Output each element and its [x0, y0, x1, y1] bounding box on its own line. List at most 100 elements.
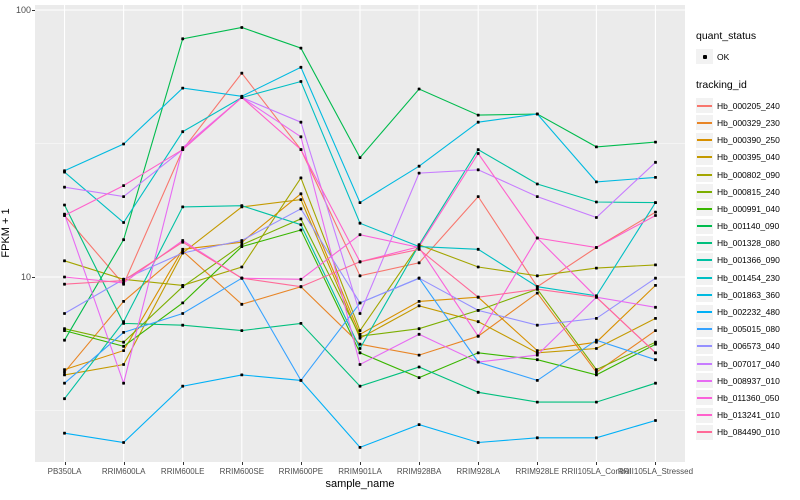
data-point[interactable] [122, 184, 125, 187]
legend-item-ok[interactable]: OK [696, 48, 800, 65]
data-point[interactable] [122, 381, 125, 385]
data-point[interactable] [535, 287, 539, 291]
data-point[interactable] [358, 446, 362, 449]
data-point[interactable] [535, 195, 539, 198]
data-point[interactable] [122, 349, 125, 352]
data-point[interactable] [476, 120, 480, 124]
data-point[interactable] [181, 323, 185, 327]
legend-item-Hb_000802_090[interactable]: Hb_000802_090 [696, 166, 800, 183]
data-point[interactable] [63, 282, 66, 286]
data-point[interactable] [299, 379, 303, 382]
data-point[interactable] [240, 276, 244, 280]
data-point[interactable] [595, 338, 598, 342]
data-point[interactable] [595, 370, 598, 374]
data-point[interactable] [535, 285, 539, 289]
data-point[interactable] [63, 381, 66, 385]
data-point[interactable] [535, 351, 539, 355]
data-point[interactable] [535, 291, 539, 295]
legend-item-Hb_000815_240[interactable]: Hb_000815_240 [696, 183, 800, 200]
data-point[interactable] [417, 276, 421, 280]
data-point[interactable] [476, 152, 480, 155]
data-point[interactable] [63, 214, 66, 217]
data-point[interactable] [240, 204, 244, 208]
data-point[interactable] [654, 160, 657, 164]
data-point[interactable] [595, 180, 598, 184]
data-point[interactable] [476, 390, 480, 394]
data-point[interactable] [122, 300, 125, 303]
data-point[interactable] [654, 201, 657, 204]
data-point[interactable] [595, 368, 598, 371]
legend-item-Hb_008937_010[interactable]: Hb_008937_010 [696, 372, 800, 389]
data-point[interactable] [654, 140, 657, 144]
data-point[interactable] [417, 87, 421, 91]
data-point[interactable] [358, 363, 362, 366]
data-point[interactable] [63, 329, 66, 332]
legend-item-Hb_000205_240[interactable]: Hb_000205_240 [696, 97, 800, 114]
data-point[interactable] [358, 156, 362, 159]
data-point[interactable] [122, 340, 125, 344]
legend-item-Hb_005015_080[interactable]: Hb_005015_080 [696, 321, 800, 338]
data-point[interactable] [358, 384, 362, 388]
data-point[interactable] [63, 431, 66, 435]
data-point[interactable] [299, 207, 303, 211]
data-point[interactable] [299, 80, 303, 83]
data-point[interactable] [358, 351, 362, 355]
data-point[interactable] [654, 381, 657, 385]
data-point[interactable] [595, 216, 598, 219]
legend-item-Hb_000395_040[interactable]: Hb_000395_040 [696, 149, 800, 166]
data-point[interactable] [63, 169, 66, 173]
legend-item-Hb_001328_080[interactable]: Hb_001328_080 [696, 235, 800, 252]
data-point[interactable] [417, 300, 421, 303]
data-point[interactable] [476, 265, 480, 269]
data-point[interactable] [299, 198, 303, 201]
data-point[interactable] [595, 400, 598, 404]
data-point[interactable] [654, 276, 657, 280]
data-point[interactable] [181, 130, 185, 134]
data-point[interactable] [476, 351, 480, 355]
data-point[interactable] [240, 373, 244, 377]
legend-item-Hb_013241_010[interactable]: Hb_013241_010 [696, 407, 800, 424]
data-point[interactable] [181, 312, 185, 315]
legend-item-Hb_001140_090[interactable]: Hb_001140_090 [696, 218, 800, 235]
data-point[interactable] [535, 436, 539, 440]
data-point[interactable] [63, 368, 66, 371]
data-point[interactable] [654, 358, 657, 362]
data-point[interactable] [595, 373, 598, 377]
data-point[interactable] [358, 260, 362, 264]
data-point[interactable] [535, 236, 539, 240]
data-point[interactable] [358, 312, 362, 315]
data-point[interactable] [181, 148, 185, 151]
data-point[interactable] [299, 192, 303, 196]
data-point[interactable] [122, 195, 125, 198]
data-point[interactable] [299, 135, 303, 139]
data-point[interactable] [654, 351, 657, 355]
data-point[interactable] [122, 331, 125, 334]
data-point[interactable] [417, 261, 421, 265]
data-point[interactable] [299, 120, 303, 124]
data-point[interactable] [240, 71, 244, 75]
data-point[interactable] [654, 176, 657, 179]
data-point[interactable] [417, 376, 421, 379]
data-point[interactable] [63, 312, 66, 315]
data-point[interactable] [535, 182, 539, 186]
legend-item-Hb_006573_040[interactable]: Hb_006573_040 [696, 338, 800, 355]
data-point[interactable] [181, 285, 185, 289]
data-point[interactable] [240, 245, 244, 248]
data-point[interactable] [358, 301, 362, 305]
legend-item-Hb_001863_360[interactable]: Hb_001863_360 [696, 286, 800, 303]
data-point[interactable] [654, 305, 657, 309]
data-point[interactable] [476, 441, 480, 444]
data-point[interactable] [595, 436, 598, 440]
data-point[interactable] [181, 86, 185, 90]
data-point[interactable] [240, 239, 244, 242]
data-point[interactable] [63, 370, 66, 374]
legend-item-Hb_000390_250[interactable]: Hb_000390_250 [696, 132, 800, 149]
data-point[interactable] [654, 210, 657, 214]
data-point[interactable] [535, 349, 539, 352]
data-point[interactable] [595, 347, 598, 350]
data-point[interactable] [654, 284, 657, 287]
data-point[interactable] [299, 176, 303, 180]
legend-item-Hb_000329_230[interactable]: Hb_000329_230 [696, 114, 800, 131]
data-point[interactable] [299, 223, 303, 227]
data-point[interactable] [122, 279, 125, 282]
